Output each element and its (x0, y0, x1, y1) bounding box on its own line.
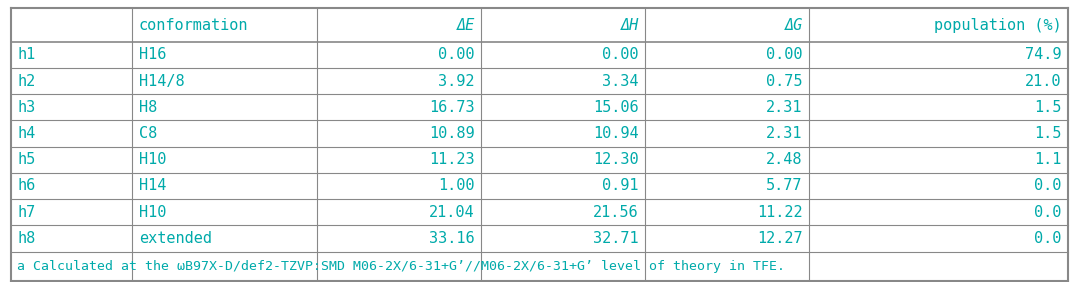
Text: 5.77: 5.77 (766, 179, 803, 193)
Text: 2.48: 2.48 (766, 152, 803, 167)
Text: 21.56: 21.56 (593, 205, 639, 220)
Text: 1.5: 1.5 (1035, 126, 1062, 141)
Text: h5: h5 (17, 152, 36, 167)
Text: 0.00: 0.00 (602, 47, 639, 62)
Text: h3: h3 (17, 100, 36, 115)
Text: 11.22: 11.22 (757, 205, 803, 220)
Text: H10: H10 (139, 205, 166, 220)
Text: H16: H16 (139, 47, 166, 62)
Text: 3.92: 3.92 (438, 74, 475, 89)
Text: 21.04: 21.04 (429, 205, 475, 220)
Text: H14: H14 (139, 179, 166, 193)
Text: 12.30: 12.30 (593, 152, 639, 167)
Text: 0.75: 0.75 (766, 74, 803, 89)
Text: 1.1: 1.1 (1035, 152, 1062, 167)
Text: 0.0: 0.0 (1035, 179, 1062, 193)
Text: 11.23: 11.23 (429, 152, 475, 167)
Text: 33.16: 33.16 (429, 231, 475, 246)
Text: ΔH: ΔH (620, 17, 639, 33)
Text: H10: H10 (139, 152, 166, 167)
Text: 0.0: 0.0 (1035, 231, 1062, 246)
Text: 16.73: 16.73 (429, 100, 475, 115)
Text: C8: C8 (139, 126, 158, 141)
Text: 10.89: 10.89 (429, 126, 475, 141)
Text: 2.31: 2.31 (766, 100, 803, 115)
Text: 0.00: 0.00 (438, 47, 475, 62)
Text: 0.91: 0.91 (602, 179, 639, 193)
Text: a Calculated at the ωB97X-D/def2-TZVP:SMD M06-2X/6-31+G’//M06-2X/6-31+G’ level o: a Calculated at the ωB97X-D/def2-TZVP:SM… (17, 260, 786, 273)
Text: 1.00: 1.00 (438, 179, 475, 193)
Text: 10.94: 10.94 (593, 126, 639, 141)
Text: 0.0: 0.0 (1035, 205, 1062, 220)
Text: population (%): population (%) (934, 17, 1062, 33)
Text: H14/8: H14/8 (139, 74, 185, 89)
Text: h8: h8 (17, 231, 36, 246)
Text: conformation: conformation (139, 17, 248, 33)
Text: h6: h6 (17, 179, 36, 193)
Text: h2: h2 (17, 74, 36, 89)
Text: 0.00: 0.00 (766, 47, 803, 62)
Text: h7: h7 (17, 205, 36, 220)
Text: 3.34: 3.34 (602, 74, 639, 89)
Text: ΔG: ΔG (784, 17, 803, 33)
Text: 32.71: 32.71 (593, 231, 639, 246)
Text: H8: H8 (139, 100, 158, 115)
Text: ΔE: ΔE (456, 17, 475, 33)
Text: 12.27: 12.27 (757, 231, 803, 246)
Text: 15.06: 15.06 (593, 100, 639, 115)
Text: 21.0: 21.0 (1025, 74, 1062, 89)
Text: 74.9: 74.9 (1025, 47, 1062, 62)
Text: h1: h1 (17, 47, 36, 62)
Text: 2.31: 2.31 (766, 126, 803, 141)
Text: extended: extended (139, 231, 211, 246)
Text: 1.5: 1.5 (1035, 100, 1062, 115)
Text: h4: h4 (17, 126, 36, 141)
